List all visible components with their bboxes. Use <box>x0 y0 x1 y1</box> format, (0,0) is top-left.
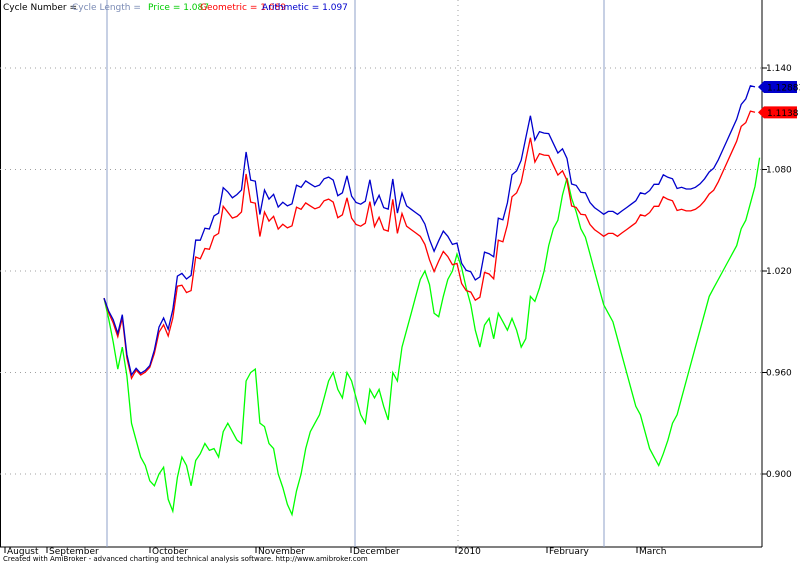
x-tick-label: October <box>152 547 188 557</box>
x-tick-label: November <box>258 547 305 557</box>
last-value-tag-label: 1.1138 <box>767 109 799 119</box>
grid-lines <box>0 0 762 547</box>
y-tick-label: 1.080 <box>766 166 792 176</box>
series-lines <box>103 85 761 517</box>
y-tick-label: 1.140 <box>766 64 792 74</box>
y-tick-label: 1.020 <box>766 267 792 277</box>
last-value-tag-arithmetic: 1.12883 <box>758 80 800 93</box>
x-tick-label: December <box>353 547 400 557</box>
y-axis-ticks: 0.900 0.960 1.020 1.080 1.140 <box>762 64 792 480</box>
x-tick-label: September <box>49 547 99 557</box>
footer-credit: Created with AmiBroker - advanced charti… <box>3 555 368 563</box>
legend-cycle-length: Cycle Length = <box>72 3 141 13</box>
y-tick-label: 0.900 <box>766 470 792 480</box>
legend-cycle-number: Cycle Number = <box>3 3 77 13</box>
legend-arithmetic: Arithmetic = 1.097 <box>262 3 348 13</box>
series-line-arithmetic <box>103 85 756 377</box>
last-value-tag-label: 1.12883 <box>767 83 800 93</box>
x-tick-label: February <box>549 547 590 557</box>
x-tick-label: August <box>7 547 39 557</box>
last-value-tags: 1.12883 1.1138 <box>758 80 800 119</box>
x-axis-ticks: August September October November December 20… <box>4 547 666 557</box>
x-tick-label: 2010 <box>458 547 481 557</box>
last-value-tag-geometric: 1.1138 <box>758 106 799 119</box>
legend-geometric: Geometric = 1.089 <box>200 3 286 13</box>
series-line-price <box>103 157 761 517</box>
legend-price: Price = 1.087 <box>148 3 209 13</box>
cycle-lines <box>106 0 605 547</box>
y-tick-label: 0.960 <box>766 369 792 379</box>
x-tick-label: March <box>639 547 666 557</box>
series-line-geometric <box>103 110 756 381</box>
